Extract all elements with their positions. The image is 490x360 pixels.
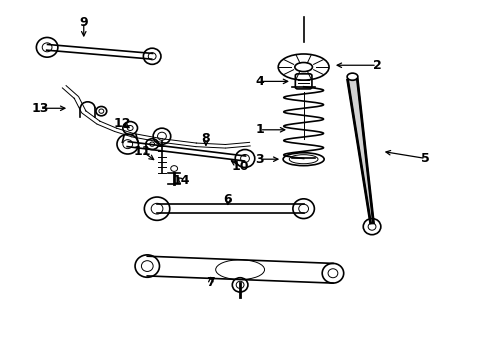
Text: 9: 9 [79,16,88,29]
Text: 14: 14 [173,174,190,187]
Text: 8: 8 [201,132,210,145]
Text: 12: 12 [113,117,131,130]
Polygon shape [347,79,373,223]
Text: 10: 10 [231,160,249,173]
Text: 6: 6 [223,193,232,206]
Text: 11: 11 [134,145,151,158]
Text: 13: 13 [31,102,49,115]
Text: 7: 7 [206,276,215,289]
Text: 1: 1 [255,123,264,136]
Text: 4: 4 [255,75,264,88]
Text: 2: 2 [372,59,381,72]
Text: 5: 5 [421,152,430,165]
Text: 3: 3 [255,153,264,166]
